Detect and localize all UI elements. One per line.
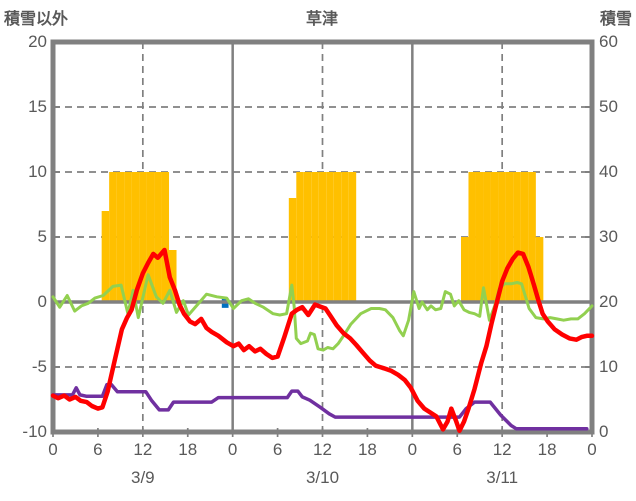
x-axis-tick-label: 12 — [313, 440, 332, 459]
x-axis-tick-label: 18 — [537, 440, 557, 459]
orange-bar — [520, 172, 529, 302]
left-axis-tick-label: 0 — [37, 292, 47, 311]
x-axis-tick-label: 6 — [93, 440, 103, 459]
orange-bar — [154, 172, 162, 302]
orange-bar — [475, 172, 484, 302]
right-axis-tick-label: 10 — [599, 357, 618, 376]
orange-bar — [505, 172, 514, 302]
left-axis-tick-label: 15 — [28, 97, 47, 116]
plot-border — [50, 39, 595, 435]
orange-bar — [468, 172, 476, 302]
orange-bar — [131, 172, 140, 302]
right-axis-tick-label: 30 — [599, 227, 618, 246]
orange-bar — [169, 250, 177, 302]
orange-bar — [460, 237, 469, 302]
orange-bar — [109, 172, 117, 302]
x-axis-tick-label: 0 — [587, 440, 597, 459]
left-axis-tick-label: 10 — [28, 162, 47, 181]
x-axis-date-label: 3/9 — [131, 468, 155, 487]
orange-bar — [303, 172, 312, 302]
orange-bar — [139, 172, 147, 302]
x-axis-tick-label: 0 — [227, 440, 238, 459]
x-axis-tick-label: 12 — [133, 440, 153, 459]
orange-bar — [288, 198, 297, 302]
x-axis-tick-label: 18 — [178, 440, 198, 459]
orange-bar — [348, 172, 357, 302]
x-axis-tick-label: 0 — [407, 440, 418, 459]
x-axis-tick-label: 18 — [357, 440, 377, 459]
orange-bar — [483, 172, 491, 302]
right-axis-tick-label: 40 — [599, 162, 618, 181]
red-line — [50, 247, 595, 433]
orange-bar — [124, 172, 132, 302]
orange-bar — [490, 172, 499, 302]
x-axis-tick-label: 6 — [452, 440, 462, 459]
orange-bar — [326, 172, 334, 302]
orange-bar — [146, 172, 155, 302]
left-axis-tick-label: 20 — [28, 32, 47, 51]
orange-bar — [535, 237, 544, 302]
left-axis-tick-label: 5 — [37, 227, 47, 246]
x-axis-tick-label: 0 — [48, 440, 58, 459]
right-axis-tick-label: 50 — [599, 97, 618, 116]
purple-line — [51, 382, 589, 431]
orange-bar — [296, 172, 304, 302]
chart-title: 草津 — [305, 11, 339, 28]
right-axis-title: 積雪 — [599, 11, 632, 28]
orange-bar — [333, 172, 342, 302]
left-axis-tick-label: -10 — [22, 422, 47, 441]
orange-bar — [318, 172, 327, 302]
orange-bar — [528, 172, 536, 302]
right-axis-tick-label: 0 — [599, 422, 609, 441]
x-axis-tick-label: 6 — [272, 440, 283, 459]
orange-bar — [498, 172, 506, 302]
x-axis-tick-label: 12 — [492, 440, 512, 459]
right-axis-tick-label: 20 — [599, 292, 618, 311]
right-axis-tick-label: 60 — [599, 32, 618, 51]
x-axis-date-label: 3/11 — [486, 468, 519, 487]
orange-bar — [116, 172, 125, 302]
x-axis-date-label: 3/10 — [305, 468, 340, 487]
orange-bar — [311, 172, 319, 302]
orange-bar — [513, 172, 521, 302]
orange-bar — [161, 172, 170, 302]
left-axis-tick-label: -5 — [31, 357, 47, 376]
orange-bar — [101, 211, 110, 302]
orange-bar — [341, 172, 349, 302]
left-axis-title: 積雪以外 — [4, 11, 69, 28]
